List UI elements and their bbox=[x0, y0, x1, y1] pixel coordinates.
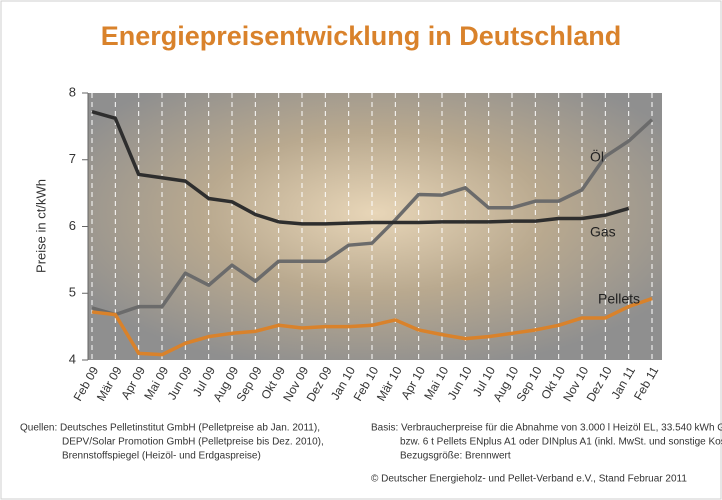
copyright: © Deutscher Energieholz- und Pellet-Verb… bbox=[371, 474, 687, 485]
plot-background bbox=[88, 93, 662, 360]
chart-title: Energiepreisentwicklung in Deutschland bbox=[101, 21, 622, 51]
data-line bbox=[91, 296, 653, 357]
basis-note: bzw. 6 t Pellets ENplus A1 oder DINplus … bbox=[400, 437, 722, 448]
series-label: Öl bbox=[590, 148, 604, 165]
series-label: Gas bbox=[590, 224, 616, 240]
y-tick-label: 4 bbox=[69, 351, 76, 366]
y-tick-label: 7 bbox=[69, 151, 76, 166]
y-axis-label: Preise in ct/kWh bbox=[33, 179, 48, 273]
y-tick-label: 6 bbox=[69, 218, 76, 233]
basis-note: Basis: Verbraucherpreise für die Abnahme… bbox=[371, 423, 722, 434]
series-label: Pellets bbox=[598, 291, 640, 307]
y-tick-label: 8 bbox=[69, 84, 76, 99]
y-tick-label: 5 bbox=[69, 285, 76, 300]
data-line bbox=[91, 118, 654, 317]
source-note: DEPV/Solar Promotion GmbH (Pelletpreise … bbox=[62, 437, 324, 448]
source-note: Brennstoffspiegel (Heizöl- und Erdgaspre… bbox=[62, 451, 261, 462]
data-line bbox=[91, 110, 630, 226]
basis-note: Bezugsgröße: Brennwert bbox=[400, 451, 511, 462]
source-note: Quellen: Deutsches Pelletinstitut GmbH (… bbox=[20, 423, 320, 434]
